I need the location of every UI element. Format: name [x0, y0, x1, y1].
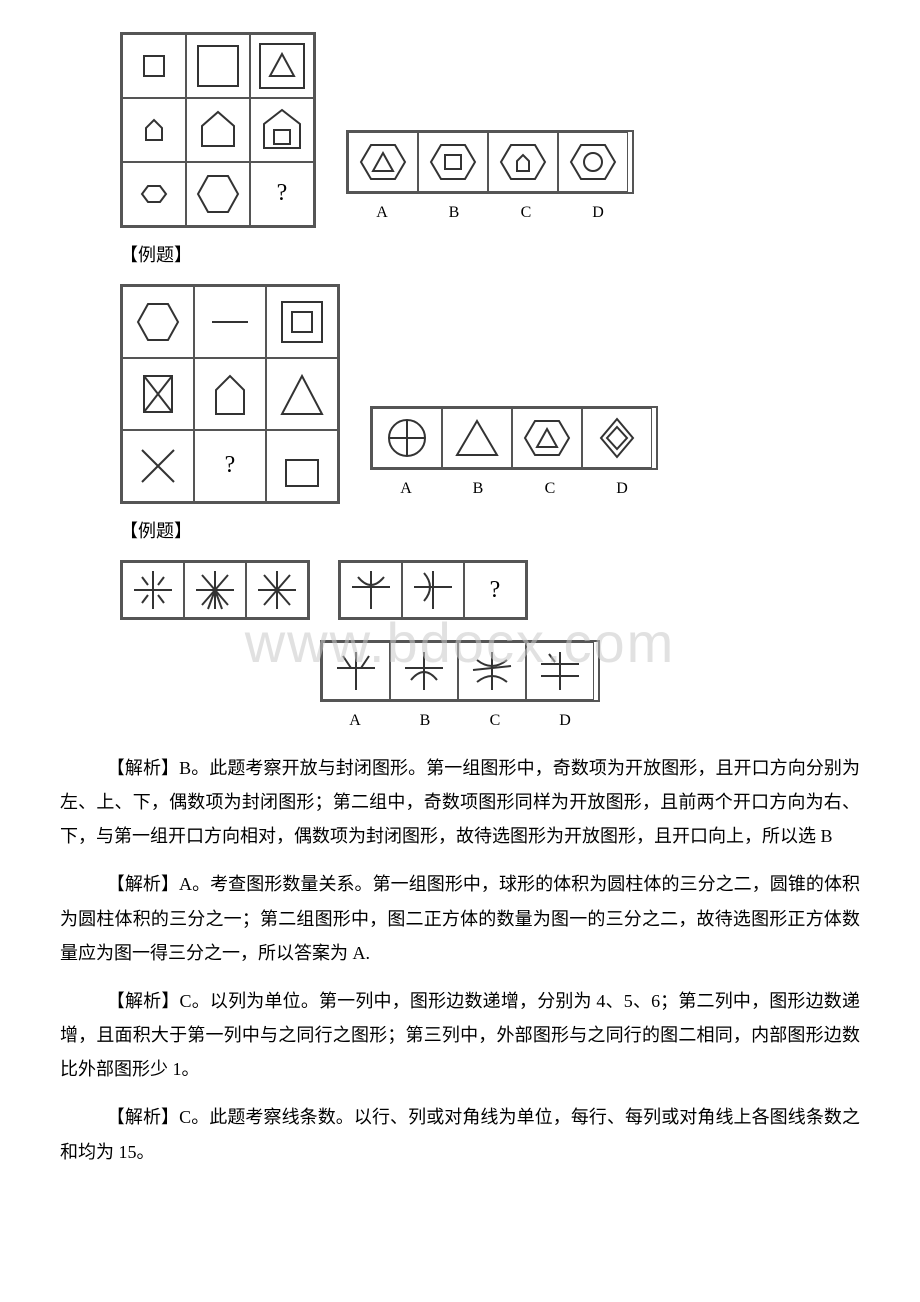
- puzzle2-option-labels: A B C D: [370, 474, 658, 504]
- question-mark: ?: [225, 443, 236, 489]
- p2-opt-d: [582, 408, 652, 468]
- analysis-paragraph-3: 【解析】C。以列为单位。第一列中，图形边数递增，分别为 4、5、6；第二列中，图…: [60, 984, 860, 1087]
- p1-opt-b: [418, 132, 488, 192]
- p3-s1-1: [122, 562, 184, 618]
- p2-r1c3: [266, 286, 338, 358]
- puzzle1-option-labels: A B C D: [346, 198, 634, 228]
- opt-label-d: D: [530, 706, 600, 736]
- p2-opt-a: [372, 408, 442, 468]
- p3-s1-2: [184, 562, 246, 618]
- p1-r3c1: [122, 162, 186, 226]
- p3-s2-3: ?: [464, 562, 526, 618]
- p3-opt-a: [322, 642, 390, 700]
- puzzle3-option-labels: A B C D: [320, 706, 600, 736]
- opt-label-b: B: [442, 474, 514, 504]
- p2-r3c1: [122, 430, 194, 502]
- p1-r3c3: ?: [250, 162, 314, 226]
- question-mark: ?: [490, 568, 501, 614]
- p1-r1c2: [186, 34, 250, 98]
- puzzle-2: ? A B C D: [120, 284, 860, 504]
- example-label-1: 【例题】: [120, 238, 860, 272]
- p1-r3c2: [186, 162, 250, 226]
- p1-opt-a: [348, 132, 418, 192]
- puzzle3-seq2: ?: [338, 560, 528, 620]
- p2-opt-b: [442, 408, 512, 468]
- analysis-paragraph-2: 【解析】A。考查图形数量关系。第一组图形中，球形的体积为圆柱体的三分之二，圆锥的…: [60, 867, 860, 970]
- p1-opt-c: [488, 132, 558, 192]
- example-label-2: 【例题】: [120, 514, 860, 548]
- p1-r1c1: [122, 34, 186, 98]
- p2-r2c1: [122, 358, 194, 430]
- p2-r2c3: [266, 358, 338, 430]
- analysis-paragraph-1: 【解析】B。此题考察开放与封闭图形。第一组图形中，奇数项为开放图形，且开口方向分…: [60, 751, 860, 854]
- opt-label-d: D: [562, 198, 634, 228]
- p3-s1-3: [246, 562, 308, 618]
- puzzle1-options: A B C D: [346, 130, 634, 228]
- p2-r1c2: [194, 286, 266, 358]
- opt-label-c: C: [490, 198, 562, 228]
- opt-label-b: B: [418, 198, 490, 228]
- p1-r2c3: [250, 98, 314, 162]
- opt-label-d: D: [586, 474, 658, 504]
- p3-opt-c: [458, 642, 526, 700]
- puzzle2-options: A B C D: [370, 406, 658, 504]
- opt-label-c: C: [514, 474, 586, 504]
- opt-label-c: C: [460, 706, 530, 736]
- p1-opt-d: [558, 132, 628, 192]
- opt-label-b: B: [390, 706, 460, 736]
- p1-r2c2: [186, 98, 250, 162]
- opt-label-a: A: [320, 706, 390, 736]
- p1-r1c3: [250, 34, 314, 98]
- opt-label-a: A: [346, 198, 418, 228]
- p3-opt-b: [390, 642, 458, 700]
- p2-r3c2: ?: [194, 430, 266, 502]
- puzzle3-options: A B C D: [320, 640, 600, 736]
- p2-r3c3: [266, 430, 338, 502]
- question-mark: ?: [277, 171, 288, 217]
- puzzle-1: ? A B C D: [120, 32, 860, 228]
- p3-s2-2: [402, 562, 464, 618]
- opt-label-a: A: [370, 474, 442, 504]
- puzzle3-seq1: [120, 560, 310, 620]
- p2-r2c2: [194, 358, 266, 430]
- p1-r2c1: [122, 98, 186, 162]
- analysis-paragraph-4: 【解析】C。此题考察线条数。以行、列或对角线为单位，每行、每列或对角线上各图线条…: [60, 1100, 860, 1168]
- p3-s2-1: [340, 562, 402, 618]
- p2-r1c1: [122, 286, 194, 358]
- p3-opt-d: [526, 642, 594, 700]
- puzzle-3: ?: [120, 560, 860, 620]
- puzzle1-grid: ?: [120, 32, 316, 228]
- p2-opt-c: [512, 408, 582, 468]
- puzzle2-grid: ?: [120, 284, 340, 504]
